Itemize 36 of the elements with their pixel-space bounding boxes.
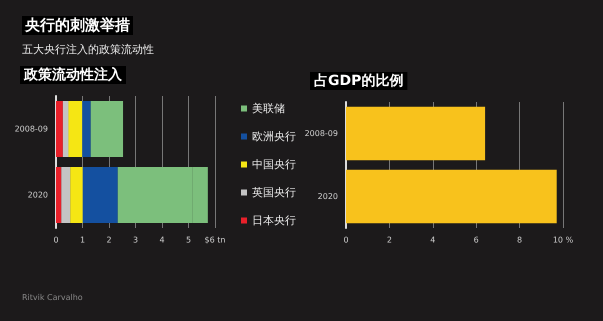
chart-title: 占GDP的比例 <box>314 73 404 89</box>
x-tick-label: 3 <box>132 236 138 244</box>
y-tick-label: 2020 <box>28 190 48 200</box>
x-tick-label: 2 <box>386 236 392 244</box>
bar <box>82 100 91 158</box>
bar <box>90 100 124 158</box>
legend-label: 欧洲央行 <box>252 130 296 143</box>
x-tick-label: 4 <box>159 236 165 244</box>
text: 央行的刺激举措 <box>22 16 133 35</box>
bar <box>70 166 83 224</box>
legend-label: 英国央行 <box>252 186 296 199</box>
text: Ritvik Carvalho <box>22 293 83 302</box>
bar <box>56 100 63 158</box>
chart-title: 政策流动性注入 <box>23 66 123 83</box>
y-tick-label: 2008-09 <box>14 124 48 134</box>
bar <box>82 166 118 224</box>
x-tick-label: 0 <box>343 236 349 244</box>
x-tick-label: 5 <box>186 236 192 244</box>
bar <box>68 100 82 158</box>
x-tick-label: 8 <box>517 236 522 244</box>
x-tick-label: 10 % <box>552 236 574 244</box>
bar <box>56 166 62 224</box>
legend-label: 中国央行 <box>252 158 296 171</box>
legend-label: 美联储 <box>252 102 285 115</box>
x-tick-label: 2 <box>106 236 112 244</box>
x-tick-label: 6 <box>474 236 479 244</box>
x-tick-label: 0 <box>53 236 59 244</box>
y-tick-label: 2008-09 <box>304 129 338 138</box>
x-tick-label: 4 <box>430 236 436 244</box>
legend-label: 日本央行 <box>252 214 296 227</box>
x-tick-label: $6 tn <box>204 236 226 244</box>
x-tick-label: 1 <box>80 236 86 244</box>
bar <box>61 166 70 224</box>
y-tick-label: 2020 <box>318 192 338 201</box>
text: 五大央行注入的政策流动性 <box>22 42 154 57</box>
bar <box>62 100 68 158</box>
